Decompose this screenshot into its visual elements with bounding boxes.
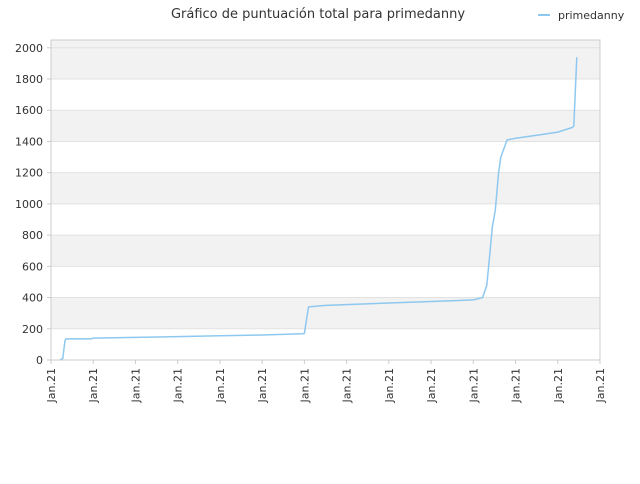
y-tick-label: 1400 — [15, 135, 43, 148]
x-tick-label: Jan.21 — [45, 368, 58, 403]
x-tick-label: Jan.21 — [341, 368, 354, 403]
plot-band — [51, 40, 600, 48]
plot-band — [51, 79, 600, 111]
plot-band — [51, 328, 600, 360]
x-tick-label: Jan.21 — [510, 368, 523, 403]
y-tick-label: 800 — [22, 229, 43, 242]
x-tick-label: Jan.21 — [552, 368, 565, 403]
y-tick-label: 1200 — [15, 167, 43, 180]
y-tick-label: 400 — [22, 292, 43, 305]
plot-band — [51, 235, 600, 267]
x-tick-label: Jan.21 — [87, 368, 100, 403]
plot-band — [51, 47, 600, 80]
x-tick-label: Jan.21 — [129, 368, 142, 403]
plot-bands — [51, 40, 600, 360]
x-axis-ticks: Jan.21 Jan.21 Jan.21 Jan.21 Jan.21 Jan.21 Jan.… — [45, 360, 607, 403]
legend-label: primedanny — [558, 9, 625, 22]
series-line-primedanny — [59, 57, 578, 361]
y-tick-label: 200 — [22, 323, 43, 336]
x-tick-label: Jan.21 — [172, 368, 185, 403]
y-tick-label: 1800 — [15, 73, 43, 86]
chart-title: Gráfico de puntuación total para primeda… — [171, 7, 465, 22]
plot-band — [51, 141, 600, 173]
x-tick-label: Jan.21 — [467, 368, 480, 403]
plot-frame — [50, 39, 601, 361]
series-layer — [59, 57, 578, 361]
plot-band — [51, 297, 600, 329]
x-tick-label: Jan.21 — [256, 368, 269, 403]
y-axis-ticks: 0 200 400 600 800 1000 1200 1400 1600 1800 2000 — [15, 42, 51, 367]
x-tick-label: Jan.21 — [214, 368, 227, 403]
y-tick-label: 600 — [22, 260, 43, 273]
plot-band — [51, 110, 600, 142]
y-tick-label: 1600 — [15, 104, 43, 117]
y-tick-label: 2000 — [15, 42, 43, 55]
axes — [50, 39, 601, 361]
x-tick-label: Jan.21 — [298, 368, 311, 403]
x-tick-label: Jan.21 — [594, 368, 607, 403]
y-tick-label: 0 — [36, 354, 43, 367]
plot-band — [51, 266, 600, 298]
x-tick-label: Jan.21 — [383, 368, 396, 403]
y-tick-label: 1000 — [15, 198, 43, 211]
x-tick-label: Jan.21 — [425, 368, 438, 403]
plot-band — [51, 203, 600, 236]
plot-band — [51, 172, 600, 204]
legend: primedanny — [538, 9, 625, 22]
